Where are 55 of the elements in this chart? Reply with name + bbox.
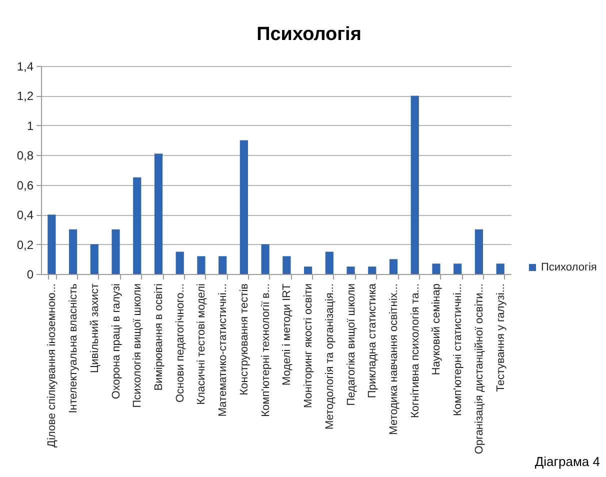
bar [474,229,484,274]
x-tick-label: Інтелектуальна власність [68,283,80,414]
y-tick-label: 1,2 [16,89,34,104]
y-tick-label: 0,2 [16,238,34,252]
bar [197,256,206,274]
x-tick-label: Педагогіка вищої школи [345,284,358,406]
y-tick-label: 1,4 [16,60,34,74]
x-tick-label: Науковий семінар [430,284,443,376]
bar [346,266,355,274]
bar [389,259,398,274]
x-tick-label: Конструювання тестів [238,283,250,396]
bar [325,252,334,274]
x-tick-label: Тестування у галузі... [494,284,507,392]
bar [218,256,227,274]
bar [176,252,184,274]
x-tick-label: Когнітивна психологія та... [409,284,422,418]
x-tick-label: Математико-статистичні... [217,284,230,417]
x-tick-label: Комп'ютерні технології в... [260,284,272,417]
bar [112,229,120,274]
y-tick-label: 0,8 [16,148,34,163]
bar [454,264,462,274]
bar [368,266,376,274]
bar [304,266,312,274]
x-tick-label: Основи педагогічного... [174,284,186,402]
x-tick-label: Організація дистанційної освіти... [473,284,486,454]
x-tick-label: Вимірювання в освіті [153,284,165,391]
x-tick-label: Прикладна статистика [366,282,379,398]
x-tick-label: Методологія та організація... [324,284,336,430]
y-tick-label: 0,6 [16,178,34,192]
y-tick-label: 1 [26,118,34,133]
x-tick-label: Комп'ютерні статистичні... [452,284,464,416]
bar [154,154,163,274]
bar [240,140,248,274]
y-tick-label: 0 [26,268,34,282]
legend-label: Психологія [541,262,597,274]
bar [48,214,56,274]
bar [282,256,291,274]
bar [496,264,504,274]
x-tick-label: Моніторинг якості освіти [302,284,315,408]
bar [133,177,142,274]
x-tick-label: Цивільний захист [88,284,101,373]
x-tick-label: Ділове спілкування іноземною... [46,284,58,448]
bar [432,264,440,274]
x-tick-label: Охорона праці в галузі [110,284,122,400]
x-tick-label: Методика навчання освітніх... [388,284,400,435]
x-tick-label: Класичні тестові моделі [196,284,208,405]
y-tick-label: 0,4 [16,208,34,222]
chart-title: Психологія [256,24,362,45]
bar [90,244,98,274]
bar [261,244,270,274]
x-tick-label: Психологія вищої школи [132,284,144,408]
text: Діаграма 4 [534,454,600,469]
bar [68,229,78,274]
bar [410,96,419,274]
x-tick-label: Моделі і методи IRT [281,283,294,386]
